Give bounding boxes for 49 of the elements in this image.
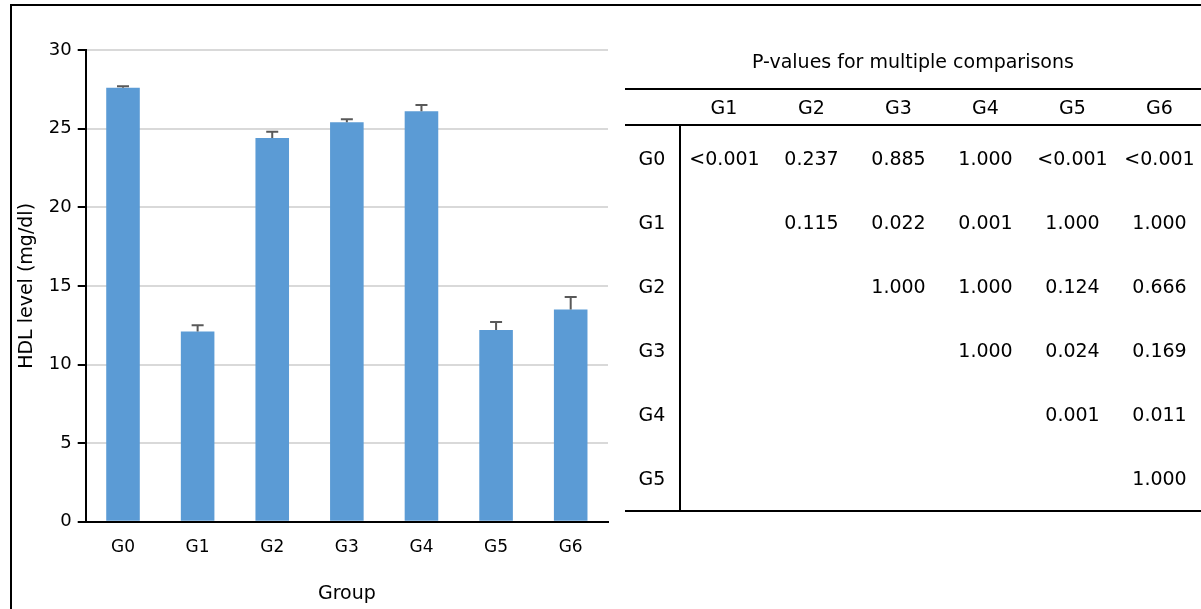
y-tick-label: G3 xyxy=(625,318,680,382)
y-tick-label: 30 xyxy=(48,37,72,59)
y-tick-label: 20 xyxy=(48,194,72,216)
x-tick-label: G3 xyxy=(855,89,942,125)
y-tick-label: 25 xyxy=(48,116,72,138)
y-tick-label: 15 xyxy=(48,273,72,295)
data-label: 1.000 xyxy=(957,274,1014,299)
chart-title: P-values for multiple comparisons xyxy=(751,49,1075,74)
y-tick-label: G4 xyxy=(625,382,680,446)
data-label: 1.000 xyxy=(1116,446,1201,511)
x-tick-label: G4 xyxy=(409,536,434,557)
y-tick-label: G5 xyxy=(625,446,680,511)
data-label: 1.000 xyxy=(1131,210,1188,235)
data-label: 0.001 xyxy=(1044,402,1101,427)
text: <0.001 xyxy=(1037,147,1108,169)
x-tick-label: G5 xyxy=(484,536,509,557)
data-label: 0.666 xyxy=(1131,274,1188,299)
y-tick-label: G1 xyxy=(625,190,680,254)
data-label: 0.115 xyxy=(783,210,840,235)
x-tick-label: G6 xyxy=(1116,89,1201,125)
x-tick-label: G2 xyxy=(768,89,855,125)
text: <0.001 xyxy=(689,147,760,169)
data-label: 0.124 xyxy=(1044,274,1101,299)
x-tick-label: G0 xyxy=(111,536,136,557)
y-tick-label: 5 xyxy=(60,430,72,452)
data-label: 1.000 xyxy=(1044,210,1101,235)
data-label: 0.001 xyxy=(957,210,1014,235)
x-axis-title: Group xyxy=(317,580,376,603)
data-label: 0.885 xyxy=(870,146,927,171)
x-tick-label: G3 xyxy=(334,536,359,557)
y-tick-label: 10 xyxy=(48,352,72,374)
data-label: 0.024 xyxy=(1044,338,1101,363)
y-tick-label: 0 xyxy=(60,509,72,531)
data-label: 1.000 xyxy=(870,274,927,299)
text: <0.001 xyxy=(1124,147,1195,169)
x-tick-label: G5 xyxy=(1029,89,1116,125)
data-label: 0.011 xyxy=(1131,402,1188,427)
data-label: 0.022 xyxy=(870,210,927,235)
x-tick-label: G6 xyxy=(558,536,583,557)
data-label: 1.000 xyxy=(957,146,1014,171)
x-tick-label: G1 xyxy=(680,89,768,125)
x-tick-label: G4 xyxy=(942,89,1029,125)
data-label: 1.000 xyxy=(957,338,1014,363)
y-axis-title: HDL level (mg/dl) xyxy=(14,202,37,369)
y-tick-label: G2 xyxy=(625,254,680,318)
x-tick-label: G2 xyxy=(260,536,285,557)
data-label: 0.237 xyxy=(783,146,840,171)
x-tick-label: G1 xyxy=(185,536,210,557)
data-label: 0.169 xyxy=(1131,338,1188,363)
